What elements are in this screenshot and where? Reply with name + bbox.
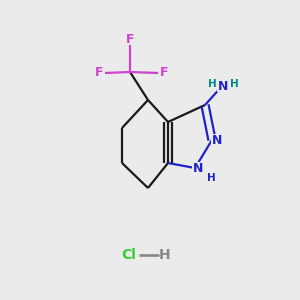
Bar: [217, 81, 229, 92]
Text: H: H: [230, 79, 239, 89]
Bar: [208, 80, 216, 88]
Bar: [230, 80, 238, 88]
Text: H: H: [207, 172, 216, 183]
Bar: [207, 173, 216, 182]
Text: N: N: [193, 161, 203, 175]
Bar: [159, 68, 169, 78]
Bar: [94, 68, 104, 78]
Text: H: H: [159, 248, 171, 262]
Bar: [192, 162, 204, 174]
Text: N: N: [212, 134, 223, 146]
Text: F: F: [126, 33, 134, 46]
Text: F: F: [95, 67, 103, 80]
Text: Cl: Cl: [122, 248, 136, 262]
Bar: [125, 34, 135, 45]
Text: F: F: [160, 67, 168, 80]
Text: N: N: [218, 80, 228, 93]
Text: H: H: [208, 79, 216, 89]
Bar: [212, 134, 224, 146]
